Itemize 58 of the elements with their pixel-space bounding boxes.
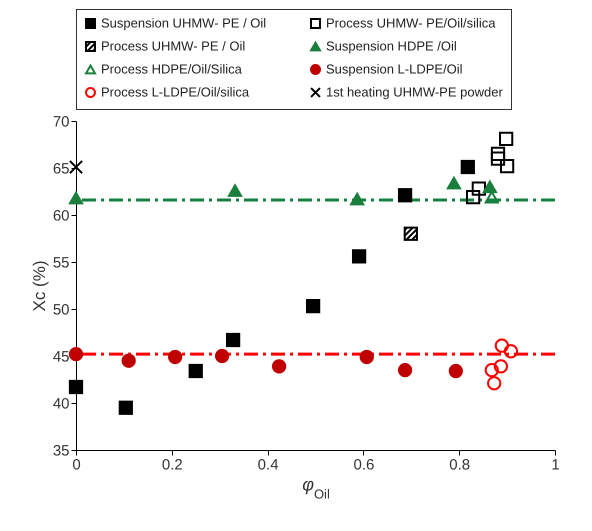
point xyxy=(490,151,506,166)
x-tick-label: 0 xyxy=(72,456,81,474)
legend-label: Process L-LDPE/Oil/silica xyxy=(101,84,250,100)
point xyxy=(352,249,366,264)
point xyxy=(500,158,514,174)
y-tick-label: 60 xyxy=(52,208,70,224)
point xyxy=(168,350,182,364)
point xyxy=(118,400,133,415)
point xyxy=(460,160,475,174)
point xyxy=(466,190,480,204)
point xyxy=(499,132,514,146)
point xyxy=(487,376,502,390)
x-tick-label: 0.2 xyxy=(162,456,183,474)
point xyxy=(188,364,203,378)
legend-label: Suspension L-LDPE/Oil xyxy=(326,62,463,76)
point xyxy=(484,362,499,378)
y-tick-label: 50 xyxy=(52,302,70,318)
point xyxy=(68,192,84,204)
legend-label: Process UHMW- PE / Oil xyxy=(101,38,246,54)
point xyxy=(122,354,136,368)
point xyxy=(446,176,462,190)
x-tick-label: 0.4 xyxy=(258,456,279,474)
x-tick-label: 0.6 xyxy=(353,456,374,474)
x-tick-label: 1 xyxy=(551,456,560,474)
point xyxy=(448,364,463,378)
point xyxy=(306,299,320,314)
point xyxy=(398,362,412,378)
point xyxy=(228,184,242,197)
point xyxy=(350,192,364,206)
y-tick-label: 70 xyxy=(52,114,70,130)
y-tick-label: 55 xyxy=(52,254,70,272)
legend-label: Process HDPE/Oil/Silica xyxy=(101,62,243,76)
point xyxy=(404,226,418,241)
legend-label: Process UHMW- PE/Oil/silica xyxy=(326,16,496,31)
point xyxy=(398,188,412,202)
point xyxy=(214,348,230,364)
legend-label: Suspension HDPE /Oil xyxy=(326,38,457,54)
point xyxy=(68,160,84,174)
point xyxy=(360,350,374,364)
point xyxy=(504,344,518,358)
y-axis-title: Xc (%) xyxy=(30,260,49,312)
y-tick-label: 65 xyxy=(52,160,70,178)
point xyxy=(272,359,286,374)
point xyxy=(494,338,509,353)
legend-label: 1st heating UHMW-PE powder xyxy=(326,84,504,100)
point xyxy=(490,146,506,162)
x-axis-title: φ$_{Oil}$ xyxy=(302,474,330,501)
x-tick-label: 0.8 xyxy=(449,456,470,474)
point xyxy=(494,359,508,374)
point xyxy=(68,380,84,394)
point xyxy=(68,347,84,362)
point xyxy=(482,180,497,194)
y-tick-label: 45 xyxy=(52,348,70,366)
point xyxy=(226,332,240,348)
y-tick-label: 35 xyxy=(52,442,70,460)
point xyxy=(472,182,486,196)
y-tick-label: 40 xyxy=(52,396,70,412)
legend-label: Suspension UHMW- PE / Oil xyxy=(101,16,266,31)
